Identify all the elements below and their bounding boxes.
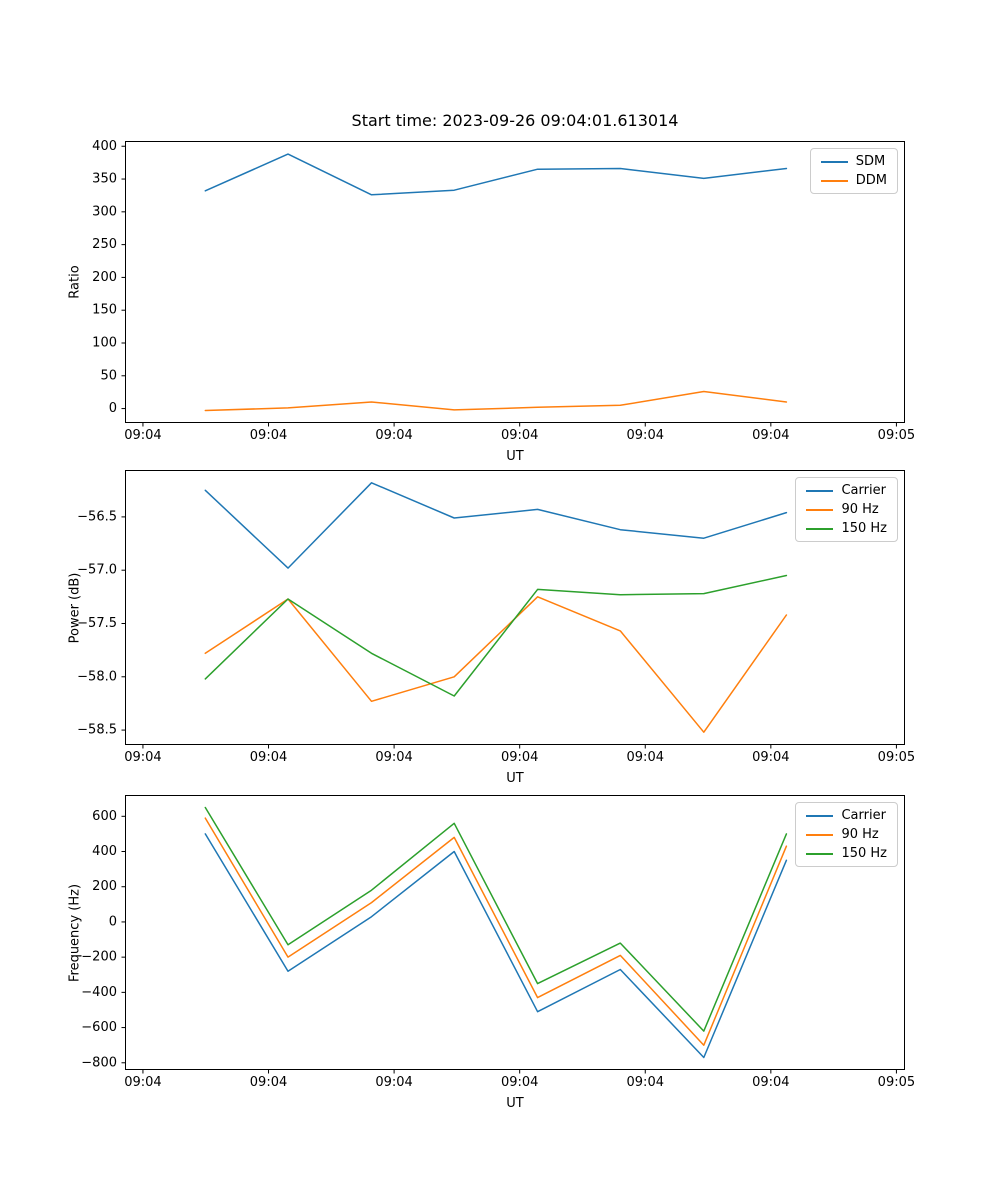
- y-tick-label: 0: [109, 401, 117, 416]
- y-tick-label: −58.5: [77, 723, 117, 738]
- legend-label: DDM: [855, 173, 887, 188]
- x-tick-label: 09:04: [627, 428, 664, 443]
- series-line-90-hz: [204, 596, 788, 733]
- subplot-frequency: Frequency (Hz) −800 −600 −400 −200 0 200 400 60…: [68, 795, 915, 1111]
- series-line-150-hz: [204, 806, 788, 1032]
- x-tick-label: 09:04: [501, 750, 538, 765]
- x-tick-label: 09:04: [501, 428, 538, 443]
- x-tick-label: 09:04: [752, 428, 789, 443]
- y-tick-label: 400: [92, 139, 117, 154]
- series-line-sdm: [204, 153, 788, 196]
- y-tick-label: 250: [92, 237, 117, 252]
- y-tick-label: −56.5: [77, 509, 117, 524]
- x-tick-label: 09:04: [752, 1075, 789, 1090]
- legend-line-sample: [806, 489, 834, 492]
- x-axis-label-ut-3: UT: [506, 1096, 524, 1111]
- series-line-carrier: [204, 833, 788, 1059]
- x-tick-label: 09:04: [375, 1075, 412, 1090]
- series-line-ddm: [204, 390, 788, 412]
- legend-ratio: SDM DDM: [809, 148, 898, 194]
- x-axis-label-ut-1: UT: [506, 449, 524, 464]
- plot-area-frequency: −800 −600 −400 −200 0 200 400 600 09:04 09:04 09:0…: [81, 795, 915, 1090]
- series-line-150-hz: [204, 574, 788, 697]
- axes-box: [125, 470, 905, 745]
- legend-item-90-hz: 90 Hz: [806, 503, 887, 516]
- legend-frequency: Carrier 90 Hz 150 Hz: [795, 802, 898, 867]
- y-tick-label: 350: [92, 172, 117, 187]
- y-tick-label: −800: [81, 1055, 117, 1070]
- legend-item-90-hz: 90 Hz: [806, 828, 887, 841]
- y-tick-label: 600: [92, 809, 117, 824]
- legend-power: Carrier 90 Hz 150 Hz: [795, 477, 898, 542]
- x-tick-label: 09:04: [752, 750, 789, 765]
- x-tick-label: 09:04: [124, 750, 161, 765]
- legend-line-sample: [806, 814, 834, 817]
- axes-box: [125, 795, 905, 1070]
- y-tick-label: 200: [92, 879, 117, 894]
- legend-label: 90 Hz: [841, 827, 879, 842]
- subplot-power: Power (dB) −56.5 −57.0 −57.5 −58.0 −58.5 09:0…: [68, 470, 915, 786]
- legend-line-sample: [806, 508, 834, 511]
- chart-title: Start time: 2023-09-26 09:04:01.613014: [351, 111, 679, 130]
- y-tick-label: −57.5: [77, 616, 117, 631]
- x-tick-label: 09:04: [250, 750, 287, 765]
- y-tick-label: −600: [81, 1020, 117, 1035]
- legend-label: 90 Hz: [841, 502, 879, 517]
- x-tick-label: 09:04: [627, 1075, 664, 1090]
- legend-line-sample: [806, 833, 834, 836]
- subplot-ratio: Start time: 2023-09-26 09:04:01.613014 R…: [68, 111, 916, 464]
- legend-label: Carrier: [841, 483, 886, 498]
- legend-item-carrier: Carrier: [806, 809, 887, 822]
- y-tick-label: 300: [92, 204, 117, 219]
- x-tick-label: 09:05: [878, 1075, 915, 1090]
- axes-box: [125, 141, 905, 423]
- legend-line-sample: [820, 179, 848, 182]
- y-axis-label-frequency: Frequency (Hz): [67, 883, 83, 982]
- series-line-90-hz: [204, 817, 788, 1046]
- x-tick-label: 09:04: [250, 1075, 287, 1090]
- legend-label: Carrier: [841, 808, 886, 823]
- legend-item-ddm: DDM: [820, 173, 887, 188]
- x-tick-label: 09:04: [124, 428, 161, 443]
- legend-item-sdm: SDM: [820, 154, 887, 169]
- legend-label: 150 Hz: [841, 521, 887, 536]
- x-tick-label: 09:04: [375, 750, 412, 765]
- x-tick-label: 09:05: [878, 750, 915, 765]
- x-tick-label: 09:04: [501, 1075, 538, 1090]
- legend-item-150-hz: 150 Hz: [806, 522, 887, 535]
- plot-area-ratio: 0 50 100 150 200 250 300 350 400 09:04 09:04 09:04 0…: [92, 139, 915, 443]
- legend-item-carrier: Carrier: [806, 484, 887, 497]
- y-tick-label: 100: [92, 335, 117, 350]
- y-tick-label: −58.0: [77, 669, 117, 684]
- x-tick-label: 09:05: [878, 428, 915, 443]
- legend-item-150-hz: 150 Hz: [806, 847, 887, 860]
- y-tick-label: −200: [81, 950, 117, 965]
- plot-area-power: −56.5 −57.0 −57.5 −58.0 −58.5 09:04 09:04 09:04…: [77, 470, 915, 765]
- y-tick-label: 200: [92, 270, 117, 285]
- y-tick-label: −57.0: [77, 563, 117, 578]
- x-axis-label-ut-2: UT: [506, 771, 524, 786]
- legend-line-sample: [806, 527, 834, 530]
- series-line-carrier: [204, 482, 788, 569]
- y-tick-label: −400: [81, 985, 117, 1000]
- x-tick-label: 09:04: [250, 428, 287, 443]
- x-tick-label: 09:04: [375, 428, 412, 443]
- y-tick-label: 150: [92, 303, 117, 318]
- legend-label: 150 Hz: [841, 846, 887, 861]
- legend-label: SDM: [855, 154, 886, 169]
- y-tick-label: 0: [109, 914, 117, 929]
- y-axis-label-ratio: Ratio: [67, 265, 83, 299]
- legend-line-sample: [820, 160, 848, 163]
- y-tick-label: 50: [100, 368, 117, 383]
- x-tick-label: 09:04: [627, 750, 664, 765]
- y-axis-label-power: Power (dB): [67, 572, 83, 643]
- legend-line-sample: [806, 852, 834, 855]
- x-tick-label: 09:04: [124, 1075, 161, 1090]
- y-tick-label: 400: [92, 844, 117, 859]
